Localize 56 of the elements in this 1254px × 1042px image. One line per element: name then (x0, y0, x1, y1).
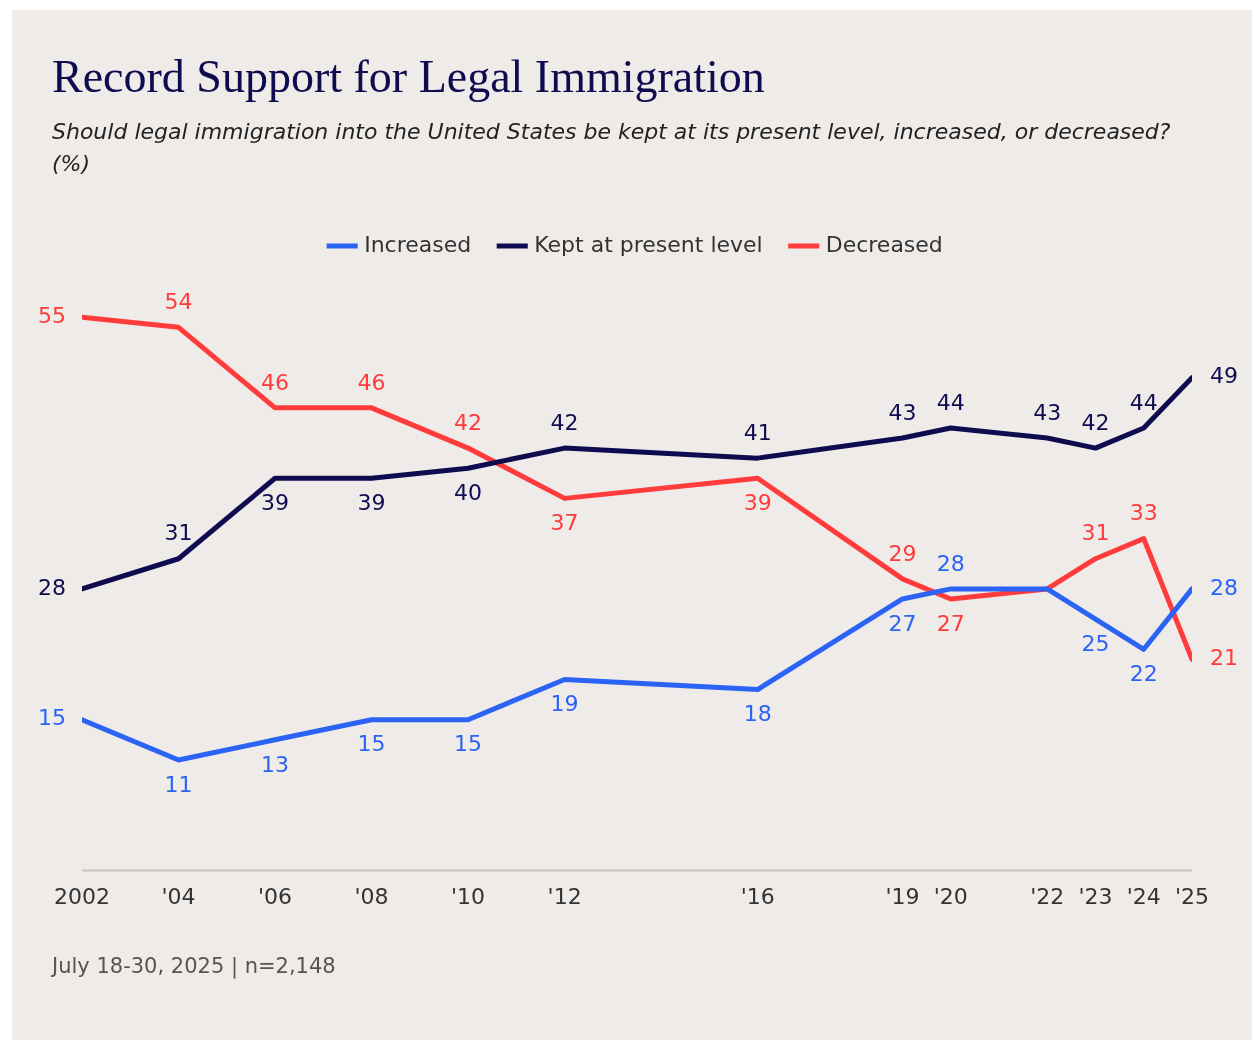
data-label: 31 (1081, 520, 1110, 546)
data-label: 54 (164, 289, 193, 315)
data-label: 18 (743, 701, 772, 727)
legend-label: Decreased (825, 231, 943, 257)
data-label: 11 (164, 771, 193, 797)
data-label: 42 (454, 409, 483, 435)
x-tick-label: '24 (1126, 883, 1161, 909)
data-label: 49 (1210, 363, 1238, 389)
x-tick-label: '08 (354, 883, 389, 909)
data-label: 28 (38, 574, 66, 600)
x-tick-label: 2002 (54, 883, 110, 909)
data-label: 31 (164, 520, 193, 546)
data-label: 41 (743, 419, 772, 445)
data-label: 21 (1210, 645, 1238, 671)
data-label: 28 (1210, 574, 1238, 600)
data-label: 44 (936, 389, 965, 415)
data-label: 15 (38, 705, 66, 731)
x-tick-label: '19 (885, 883, 920, 909)
data-label: 42 (550, 409, 579, 435)
legend-label: Increased (364, 231, 472, 257)
data-label: 13 (261, 751, 290, 777)
data-label: 40 (454, 479, 483, 505)
data-label: 15 (357, 731, 386, 757)
data-label: 39 (743, 489, 772, 515)
x-tick-label: '04 (161, 883, 196, 909)
x-tick-label: '12 (547, 883, 582, 909)
data-label: 39 (357, 489, 386, 515)
chart-title: Record Support for Legal Immigration (52, 50, 765, 103)
data-label: 25 (1081, 630, 1110, 656)
data-label: 43 (1033, 399, 1062, 425)
data-label: 15 (454, 731, 483, 757)
x-tick-label: '10 (451, 883, 486, 909)
chart-subtitle: Should legal immigration into the United States be kept at its present level, increased, or decreased? (%) (52, 118, 1172, 178)
data-label: 29 (888, 540, 917, 566)
text: July 18-30, 2025 | n=2,148 (52, 954, 336, 978)
data-label: 42 (1081, 409, 1110, 435)
data-label: 33 (1129, 500, 1158, 526)
data-label: 22 (1129, 661, 1158, 686)
data-label: 19 (550, 691, 579, 717)
x-tick-label: '16 (740, 883, 775, 909)
x-tick-label: '23 (1078, 883, 1113, 909)
data-label: 44 (1129, 389, 1158, 415)
data-label: 28 (936, 550, 965, 576)
data-label: 43 (888, 399, 917, 425)
x-tick-label: '22 (1030, 883, 1065, 909)
data-label: 55 (38, 303, 66, 329)
x-tick-label: '06 (258, 883, 293, 909)
data-label: 39 (261, 489, 290, 515)
data-label: 27 (936, 610, 965, 636)
data-label: 37 (550, 510, 579, 536)
data-label: 27 (888, 610, 917, 636)
data-label: 46 (261, 369, 290, 395)
x-tick-label: '20 (933, 883, 968, 909)
data-label: 46 (357, 369, 386, 395)
x-tick-label: '25 (1174, 883, 1210, 909)
legend-label: Kept at present level (534, 231, 763, 257)
